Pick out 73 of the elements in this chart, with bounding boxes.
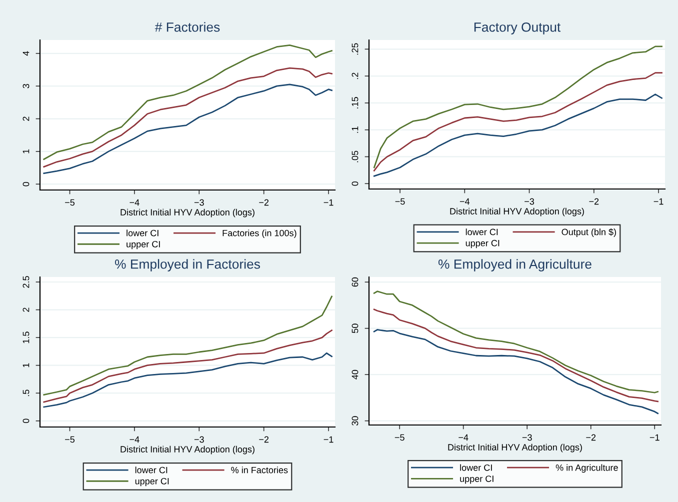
y-tick-label: 0 xyxy=(352,181,358,186)
x-tick-label: −3 xyxy=(524,198,534,205)
line-series xyxy=(373,308,659,402)
x-axis-title: District Initial HYV Adoption (logs) xyxy=(120,208,254,218)
y-tick-label: 40 xyxy=(352,370,358,380)
x-tick-label: −4 xyxy=(130,436,140,443)
x-tick-label: −2 xyxy=(589,198,599,205)
y-tick-label: 3 xyxy=(22,84,30,88)
x-axis-title: District Initial HYV Adoption (logs) xyxy=(450,208,584,216)
legend-label: upper CI xyxy=(460,476,494,484)
x-tick-label: −4 xyxy=(130,199,140,206)
x-tick-label: −5 xyxy=(65,199,75,206)
y-tick-label: 4 xyxy=(22,51,30,56)
y-tick-label: 30 xyxy=(352,416,358,426)
legend-label: % in Agriculture xyxy=(556,464,618,473)
x-tick-label: −3 xyxy=(522,434,532,441)
line-series xyxy=(43,67,332,168)
x-axis-title: District Initial HYV Adoption (logs) xyxy=(448,444,582,452)
legend-label: Factories (in 100s) xyxy=(222,230,296,238)
legend-label: Output (bln $) xyxy=(562,228,616,237)
x-tick-label: −1 xyxy=(650,434,660,441)
y-tick-label: .25 xyxy=(352,43,358,55)
y-tick-label: .05 xyxy=(352,150,358,162)
x-tick-label: −1 xyxy=(654,198,664,205)
legend-label: % in Factories xyxy=(231,466,288,474)
legend-label: upper CI xyxy=(466,240,500,248)
x-tick-label: −5 xyxy=(65,436,75,443)
x-tick-label: −4 xyxy=(460,198,470,205)
x-tick-label: −4 xyxy=(458,434,468,441)
legend-label: lower CI xyxy=(126,230,158,236)
y-tick-label: 2.5 xyxy=(22,276,30,288)
line-series xyxy=(43,296,332,396)
y-tick-label: 0 xyxy=(22,418,30,424)
chart-title: % Employed in Agriculture xyxy=(438,259,592,272)
legend-label: upper CI xyxy=(126,240,160,250)
x-tick-label: −1 xyxy=(324,436,334,443)
line-series xyxy=(373,329,659,414)
legend-label: lower CI xyxy=(466,228,498,236)
y-tick-label: 2 xyxy=(22,116,30,121)
y-tick-label: 2 xyxy=(22,308,30,312)
y-tick-label: 60 xyxy=(352,277,358,287)
x-tick-label: −3 xyxy=(194,199,204,206)
y-tick-label: 1.5 xyxy=(22,332,30,344)
y-tick-label: .1 xyxy=(352,126,358,133)
line-series xyxy=(43,330,332,403)
y-tick-label: 1 xyxy=(22,149,30,154)
y-tick-label: .15 xyxy=(352,97,358,108)
x-tick-label: −2 xyxy=(586,434,596,441)
chart-title: # Factories xyxy=(154,22,220,32)
y-tick-label: 1 xyxy=(22,363,30,368)
x-tick-label: −1 xyxy=(324,199,334,206)
line-series xyxy=(373,290,659,394)
y-tick-label: .5 xyxy=(22,390,30,396)
legend-label: upper CI xyxy=(135,478,169,486)
x-tick-label: −5 xyxy=(395,198,405,205)
chart-title: Factory Output xyxy=(474,22,561,34)
line-series xyxy=(373,72,662,172)
y-tick-label: 50 xyxy=(352,324,358,333)
legend-label: lower CI xyxy=(135,466,168,474)
chart-title: % Employed in Factories xyxy=(115,259,260,272)
y-tick-label: 0 xyxy=(22,182,30,186)
line-series xyxy=(43,44,332,160)
legend-label: lower CI xyxy=(460,464,492,471)
x-tick-label: −5 xyxy=(394,434,404,441)
line-series xyxy=(373,46,662,168)
x-tick-label: −3 xyxy=(194,436,204,443)
line-series xyxy=(43,84,332,174)
x-tick-label: −2 xyxy=(259,436,269,443)
x-axis-title: District Initial HYV Adoption (logs) xyxy=(120,446,254,454)
line-series xyxy=(43,352,332,408)
x-tick-label: −2 xyxy=(259,199,269,206)
y-tick-label: .2 xyxy=(352,72,358,79)
line-series xyxy=(373,94,662,177)
